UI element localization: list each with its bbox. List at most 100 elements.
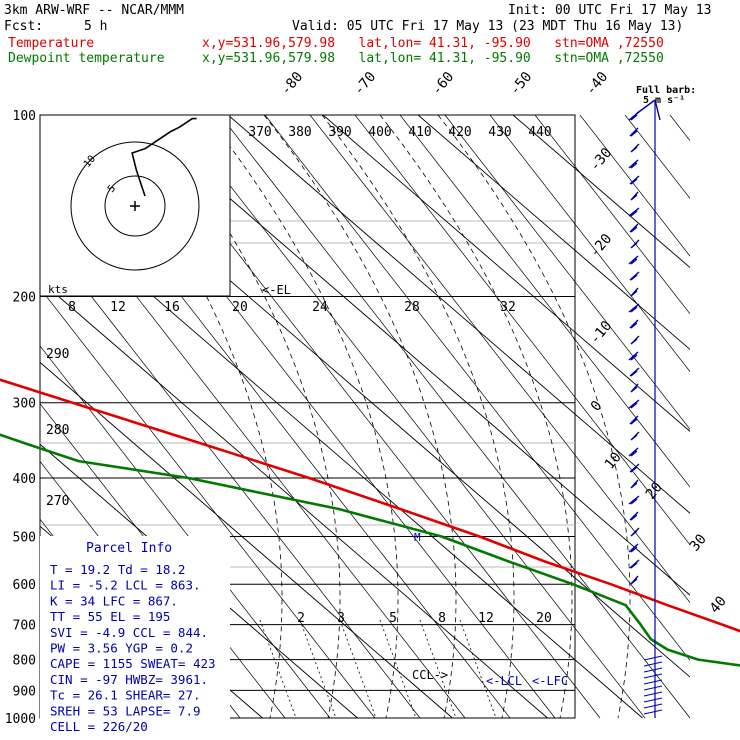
isotherm-label: -20 bbox=[587, 231, 616, 261]
wind-barb bbox=[628, 351, 639, 361]
isotherm-label: -80 bbox=[278, 69, 307, 99]
dry-adiabat bbox=[264, 115, 690, 661]
mixing-ratio-line bbox=[259, 619, 297, 719]
mixing-ratio-label: 12 bbox=[478, 611, 494, 626]
isotherm-label: 40 bbox=[707, 593, 730, 616]
wind-barb bbox=[628, 543, 639, 553]
upper-axis-label: 16 bbox=[164, 300, 180, 315]
theta-label: 390 bbox=[328, 125, 351, 140]
wind-barb bbox=[629, 415, 639, 425]
wind-barb bbox=[629, 367, 640, 377]
isotherm-label: -50 bbox=[507, 69, 536, 99]
dry-adiabat bbox=[309, 115, 690, 604]
isotherm-label: -30 bbox=[587, 145, 616, 175]
isotherm-label: 20 bbox=[643, 479, 666, 502]
wind-barb bbox=[643, 679, 663, 685]
mixing-ratio-label: 3 bbox=[337, 611, 345, 626]
isotherm bbox=[40, 443, 358, 719]
wind-barb bbox=[643, 703, 663, 709]
wind-barb bbox=[629, 223, 639, 233]
parcel-info-row: PW = 3.56 YGP = 0.2 bbox=[50, 641, 193, 656]
hodograph-ring-label: 5 bbox=[106, 183, 118, 195]
side-label: 290 bbox=[46, 347, 69, 362]
dry-adiabat bbox=[489, 115, 690, 373]
parcel-info-row: T = 19.2 Td = 18.2 bbox=[50, 562, 185, 577]
hodograph-trace bbox=[131, 117, 197, 197]
fcst-value: 5 h bbox=[84, 19, 108, 34]
wind-barb bbox=[629, 271, 640, 281]
isotherm-label: -70 bbox=[351, 69, 380, 99]
isotherm bbox=[227, 115, 690, 514]
dry-adiabat bbox=[40, 345, 331, 719]
theta-label: 370 bbox=[248, 125, 271, 140]
moist-adiabat bbox=[379, 115, 573, 719]
pressure-tick-label: 800 bbox=[13, 654, 36, 669]
isotherm-label: 30 bbox=[687, 531, 710, 554]
side-label: 270 bbox=[46, 494, 69, 509]
pressure-tick-label: 300 bbox=[13, 397, 36, 412]
isotherm bbox=[40, 361, 453, 719]
dewpoint-legend: Dewpoint temperature bbox=[8, 51, 165, 66]
moist-adiabat bbox=[205, 115, 399, 719]
wind-barb bbox=[643, 685, 663, 691]
theta-label: 440 bbox=[528, 125, 551, 140]
dewpoint-location: x,y=531.96,579.98 lat,lon= 41.31, -95.90… bbox=[202, 51, 664, 66]
dry-adiabat bbox=[399, 115, 690, 488]
theta-label: 430 bbox=[488, 125, 511, 140]
fcst-label: Fcst: bbox=[4, 19, 44, 34]
parcel-info-row: LI = -5.2 LCL = 863. bbox=[50, 578, 201, 593]
isotherm-label: -40 bbox=[583, 69, 612, 99]
wind-barb bbox=[628, 447, 639, 457]
wind-barb bbox=[628, 399, 640, 409]
parcel-info-row: SREH = 53 LAPSE= 7.9 bbox=[50, 703, 201, 718]
parcel-panel-bg bbox=[40, 536, 230, 720]
upper-axis-label: 20 bbox=[232, 300, 248, 315]
dry-adiabat bbox=[40, 287, 376, 719]
parcel-info-row: Tc = 26.1 SHEAR= 27. bbox=[50, 688, 201, 703]
isotherm-label: -10 bbox=[587, 318, 616, 348]
sounding-series bbox=[0, 378, 740, 667]
wind-barb bbox=[628, 495, 640, 505]
isotherm bbox=[40, 279, 548, 719]
m-annotation: M bbox=[414, 531, 421, 544]
pressure-tick-label: 100 bbox=[13, 109, 36, 124]
wind-barb bbox=[629, 463, 640, 473]
barb-key-title: Full barb: bbox=[636, 85, 696, 96]
theta-label: 420 bbox=[448, 125, 471, 140]
hodograph-ring bbox=[104, 175, 166, 237]
wind-barb bbox=[630, 479, 639, 489]
valid-time: Valid: 05 UTC Fri 17 May 13 (23 MDT Thu … bbox=[292, 19, 684, 34]
dry-adiabat bbox=[219, 115, 690, 719]
wind-barb bbox=[643, 655, 663, 661]
series-temperature bbox=[0, 378, 740, 633]
wind-barb bbox=[643, 667, 663, 673]
isotherm bbox=[322, 115, 690, 432]
wind-barb bbox=[630, 335, 640, 345]
parcel-info-title: Parcel Info bbox=[86, 541, 172, 556]
wind-barb bbox=[643, 661, 663, 667]
parcel-info-row: TT = 55 EL = 195 bbox=[50, 609, 170, 624]
dry-adiabat bbox=[40, 229, 421, 719]
upper-axis-label: 24 bbox=[312, 300, 328, 315]
upper-axis-label: 32 bbox=[500, 300, 516, 315]
upper-axis-label: 28 bbox=[404, 300, 420, 315]
parcel-info-row: CAPE = 1155 SWEAT= 423 bbox=[50, 656, 216, 671]
mixing-ratio-label: 2 bbox=[297, 611, 305, 626]
dry-adiabat bbox=[579, 115, 690, 257]
wind-barb bbox=[628, 207, 640, 217]
mixing-ratio-label: 8 bbox=[438, 611, 446, 626]
pressure-tick-label: 200 bbox=[13, 291, 36, 306]
isotherm bbox=[512, 115, 690, 269]
isotherm-label: 0 bbox=[588, 398, 606, 415]
side-label: 280 bbox=[46, 423, 69, 438]
wind-barb bbox=[643, 697, 663, 703]
series-dewpoint-temperature bbox=[0, 433, 740, 667]
wind-barbs bbox=[628, 99, 663, 718]
parcel-info-row: CIN = -97 HWBZ= 3961. bbox=[50, 672, 208, 687]
ccl-annotation: CCL-> bbox=[412, 668, 448, 682]
pressure-tick-label: 600 bbox=[13, 578, 36, 593]
wind-barb bbox=[643, 673, 663, 679]
dry-adiabat bbox=[354, 115, 690, 546]
pressure-tick-label: 700 bbox=[13, 619, 36, 634]
